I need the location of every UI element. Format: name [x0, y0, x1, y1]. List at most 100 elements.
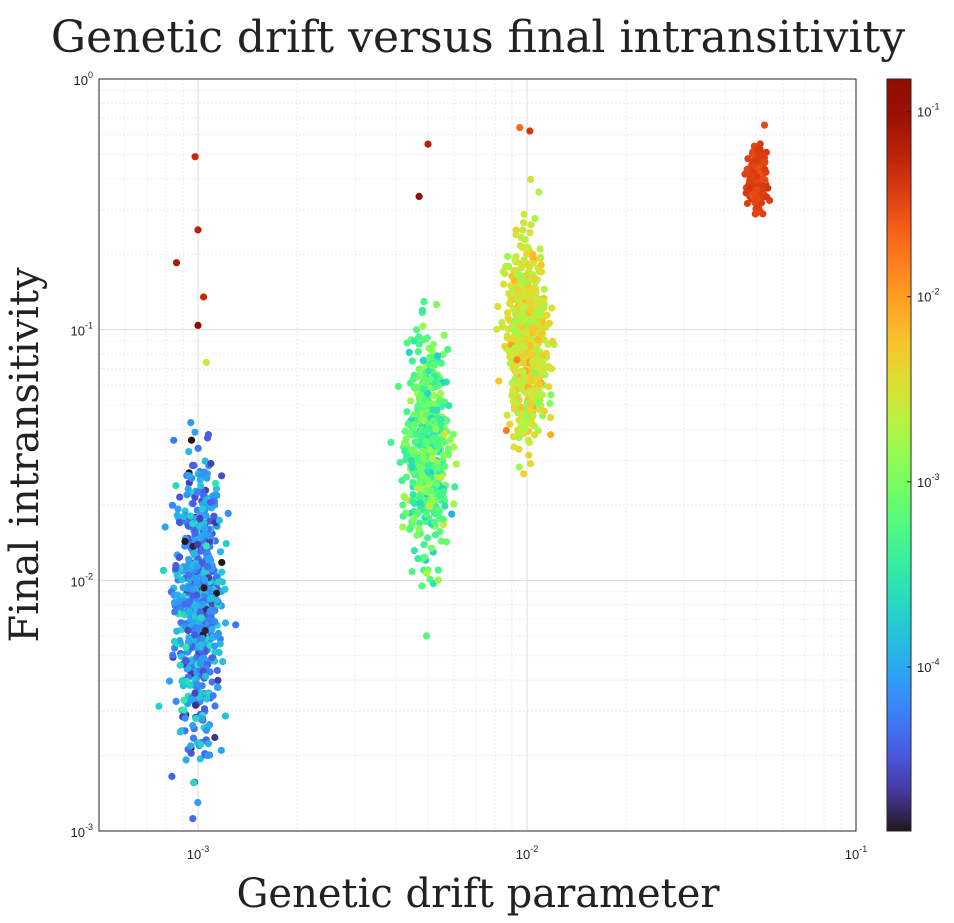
- data-point: [181, 714, 189, 722]
- data-point: [185, 598, 193, 606]
- data-point: [192, 701, 200, 709]
- data-point: [410, 514, 418, 522]
- data-point: [431, 361, 439, 369]
- data-point: [215, 648, 223, 657]
- data-point: [422, 379, 430, 388]
- data-point: [520, 422, 528, 430]
- data-point: [402, 509, 410, 517]
- data-point: [762, 193, 771, 201]
- x-tick-label: 10 -3: [187, 844, 209, 862]
- data-point: [415, 333, 423, 341]
- y-tick-label: 10 -1: [71, 321, 93, 339]
- tick-exponent: -1: [859, 844, 867, 854]
- data-point: [212, 485, 220, 493]
- data-point: [212, 479, 220, 487]
- data-point: [509, 397, 517, 405]
- data-point: [405, 348, 413, 356]
- data-point: [211, 642, 219, 650]
- data-point: [439, 351, 447, 359]
- tick-exponent: -3: [931, 472, 939, 482]
- data-point: [232, 621, 240, 629]
- tick-base: 10: [917, 290, 931, 305]
- data-point: [423, 569, 431, 577]
- data-point: [416, 493, 424, 501]
- data-point-outlier: [415, 192, 423, 200]
- data-point: [206, 615, 214, 623]
- data-point: [410, 422, 418, 430]
- data-point: [185, 571, 193, 579]
- data-point: [185, 607, 193, 616]
- data-point: [528, 324, 536, 332]
- data-point: [199, 600, 207, 608]
- data-points: [155, 121, 774, 823]
- data-point: [535, 310, 543, 318]
- data-point: [184, 664, 192, 672]
- data-point: [424, 476, 432, 484]
- x-axis-ticks: 10 -3 10 -2 10 -1: [187, 844, 867, 862]
- data-point: [191, 529, 199, 538]
- data-point: [198, 715, 206, 723]
- data-point: [205, 554, 213, 562]
- data-point: [198, 634, 206, 642]
- colorbar-tick-label: 10 -2: [917, 287, 939, 305]
- data-point: [533, 300, 542, 308]
- data-point: [190, 549, 198, 558]
- data-point: [512, 328, 520, 336]
- data-point: [493, 325, 501, 333]
- data-point: [169, 651, 177, 659]
- data-point: [526, 229, 534, 237]
- data-point: [755, 165, 763, 173]
- data-point: [546, 399, 554, 408]
- tick-exponent: -4: [931, 657, 939, 667]
- data-point: [190, 585, 198, 594]
- data-point: [402, 473, 410, 481]
- data-point: [429, 406, 437, 414]
- tick-base: 10: [917, 660, 931, 675]
- data-point: [399, 523, 407, 531]
- data-point: [547, 414, 555, 422]
- data-point: [439, 521, 447, 529]
- data-point: [419, 453, 427, 461]
- data-point: [400, 439, 408, 447]
- data-point: [187, 742, 195, 750]
- data-point: [211, 702, 219, 710]
- data-point: [209, 692, 217, 700]
- data-point-outlier: [516, 124, 524, 132]
- data-point: [534, 393, 542, 401]
- data-point: [537, 268, 546, 276]
- data-point: [178, 677, 186, 685]
- data-point: [514, 311, 522, 319]
- data-point: [202, 726, 210, 734]
- data-point: [202, 672, 210, 680]
- data-point: [434, 352, 442, 360]
- data-point: [753, 172, 761, 181]
- data-point: [218, 472, 226, 480]
- data-point: [426, 499, 434, 507]
- data-point: [519, 226, 527, 234]
- data-point: [194, 540, 202, 549]
- data-point: [172, 565, 180, 573]
- data-point: [409, 479, 417, 487]
- data-point: [416, 477, 424, 486]
- data-point: [746, 177, 754, 185]
- data-point: [414, 555, 422, 563]
- data-point: [425, 367, 433, 375]
- data-point: [536, 245, 544, 253]
- data-point: [213, 666, 221, 675]
- data-point: [188, 618, 196, 626]
- data-point: [176, 661, 184, 669]
- data-point: [219, 658, 227, 666]
- data-point: [501, 269, 509, 278]
- data-point: [203, 474, 211, 482]
- data-point: [407, 397, 415, 405]
- data-point: [419, 385, 428, 393]
- data-point: [743, 199, 752, 208]
- data-point: [181, 537, 189, 546]
- data-point: [530, 274, 538, 283]
- data-point: [196, 514, 204, 523]
- data-point: [206, 607, 214, 615]
- data-point: [418, 582, 426, 590]
- data-point: [545, 383, 553, 391]
